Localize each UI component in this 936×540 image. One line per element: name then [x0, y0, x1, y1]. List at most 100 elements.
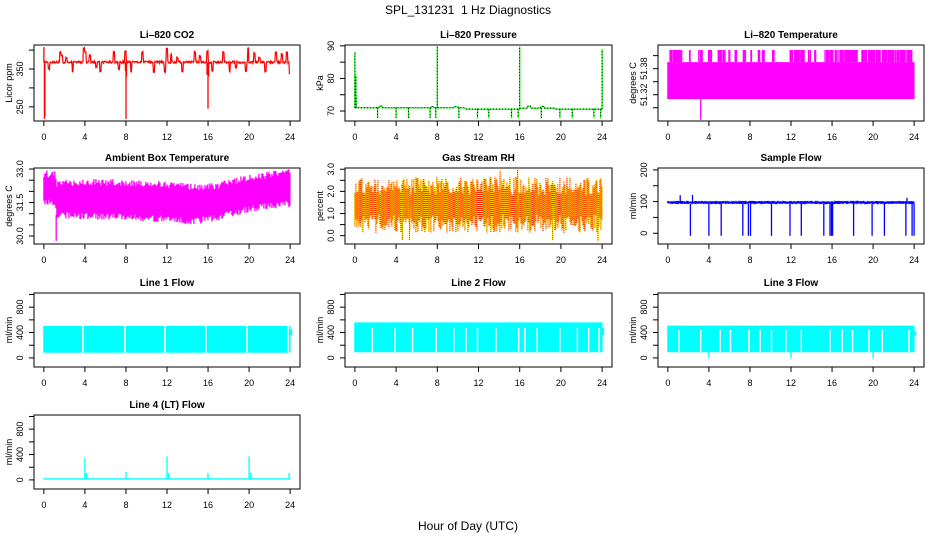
x-tick-label: 0 — [665, 132, 670, 142]
x-tick-label: 20 — [868, 132, 878, 142]
y-axis-label: ml/min — [4, 317, 14, 344]
x-tick-label: 0 — [665, 378, 670, 388]
panel-title: Li–820 Temperature — [744, 30, 838, 41]
panel-title: Line 1 Flow — [140, 278, 195, 289]
plot-area — [354, 46, 603, 119]
y-tick-label: 0 — [639, 355, 649, 360]
y-tick-label: 51.32 — [639, 83, 649, 106]
panel-title: Sample Flow — [760, 153, 821, 164]
y-tick-label: 800 — [15, 422, 25, 437]
y-axis-label: ml/min — [315, 317, 325, 344]
y-axis: 70 80 90 — [326, 41, 345, 116]
y-axis-label: ml/min — [628, 317, 638, 344]
x-tick-label: 12 — [162, 132, 172, 142]
plot-area — [354, 169, 603, 242]
series-line-dotted-overlay — [354, 105, 602, 110]
y-axis-label: percent — [315, 190, 325, 221]
y-tick-label: 200 — [639, 162, 649, 177]
y-tick-label: 400 — [326, 325, 336, 340]
y-tick-label: 800 — [15, 300, 25, 315]
series-band — [667, 200, 915, 205]
y-axis-label: degrees C — [4, 185, 14, 227]
x-tick-label: 24 — [285, 378, 295, 388]
x-tick-label: 4 — [394, 378, 399, 388]
y-tick-label: 800 — [326, 300, 336, 315]
y-axis-label: ml/min — [628, 193, 638, 220]
plot-area — [43, 325, 293, 355]
x-tick-label: 12 — [162, 378, 172, 388]
series-band — [43, 169, 291, 225]
x-tick-label: 20 — [244, 132, 254, 142]
series-band — [43, 325, 291, 353]
x-axis: 0 4 8 12 16 20 24 — [665, 121, 919, 142]
x-tick-label: 20 — [556, 378, 566, 388]
x-tick-label: 8 — [747, 378, 752, 388]
series-band — [354, 322, 603, 353]
panel-gas-stream-rh: Gas Stream RH 0 4 8 12 16 20 24 0.0 1.0 2.0 3.0 perc… — [315, 153, 613, 265]
x-tick-label: 16 — [827, 255, 837, 265]
figure-title: SPL_131231 1 Hz Diagnostics — [385, 3, 551, 17]
x-tick-label: 12 — [473, 378, 483, 388]
y-tick-label: 90 — [326, 41, 336, 51]
x-tick-label: 0 — [41, 500, 46, 510]
plot-frame — [33, 44, 301, 122]
panel-li820-temperature: Li–820 Temperature 0 4 8 12 16 20 24 51.32 51.38d… — [628, 30, 925, 142]
x-axis: 0 4 8 12 16 20 24 — [41, 121, 295, 142]
y-tick-label: 33.0 — [15, 160, 25, 178]
x-tick-label: 24 — [909, 255, 919, 265]
x-tick-label: 4 — [394, 255, 399, 265]
y-axis: 51.32 51.38 — [639, 55, 658, 109]
x-tick-label: 8 — [123, 378, 128, 388]
x-tick-label: 0 — [352, 255, 357, 265]
x-tick-label: 20 — [244, 378, 254, 388]
y-tick-label: 0 — [15, 355, 25, 360]
x-tick-label: 12 — [786, 378, 796, 388]
y-tick-label: 350 — [15, 61, 25, 76]
x-axis: 0 4 8 12 16 20 24 — [665, 244, 919, 265]
panel-title: Line 4 (LT) Flow — [129, 400, 205, 411]
y-tick-label: 400 — [15, 325, 25, 340]
y-axis: 0.0 1.0 2.0 3.0 — [326, 163, 345, 242]
panel-title: Li–820 Pressure — [440, 30, 517, 41]
x-tick-label: 20 — [556, 255, 566, 265]
y-tick-label: 0 — [15, 477, 25, 482]
y-tick-label: 400 — [15, 447, 25, 462]
y-tick-label: 2.0 — [326, 185, 336, 198]
x-tick-label: 12 — [473, 132, 483, 142]
x-tick-label: 8 — [123, 132, 128, 142]
series-band-dotted-overlay — [354, 176, 603, 233]
x-tick-label: 24 — [285, 255, 295, 265]
y-axis: 30.0 31.5 33.0 — [15, 160, 34, 245]
y-tick-label: 0 — [639, 231, 649, 236]
x-axis: 0 4 8 12 16 20 24 — [41, 244, 295, 265]
y-axis-label: ml/min — [4, 439, 14, 466]
x-tick-label: 24 — [285, 500, 295, 510]
x-tick-label: 24 — [909, 132, 919, 142]
x-axis: 0 4 8 12 16 20 24 — [41, 489, 295, 510]
y-tick-label: 250 — [15, 99, 25, 114]
y-tick-label: 800 — [639, 300, 649, 315]
x-tick-label: 12 — [786, 255, 796, 265]
plot-area — [354, 322, 605, 353]
x-tick-label: 16 — [203, 255, 213, 265]
x-tick-label: 4 — [706, 378, 711, 388]
x-tick-label: 20 — [868, 255, 878, 265]
plot-area — [667, 194, 915, 236]
x-tick-label: 8 — [747, 255, 752, 265]
y-tick-label: 400 — [639, 325, 649, 340]
x-axis: 0 4 8 12 16 20 24 — [41, 367, 295, 388]
panel-li820-pressure: Li–820 Pressure 0 4 8 12 16 20 24 70 80 90 kPa — [315, 30, 613, 142]
x-tick-label: 8 — [435, 378, 440, 388]
x-axis: 0 4 8 12 16 20 24 — [352, 244, 607, 265]
y-axis-label: degrees C — [628, 62, 638, 104]
y-tick-label: 70 — [326, 106, 336, 116]
x-tick-label: 0 — [665, 255, 670, 265]
x-tick-label: 16 — [515, 255, 525, 265]
y-tick-label: 0.0 — [326, 229, 336, 242]
plot-area — [667, 325, 917, 359]
